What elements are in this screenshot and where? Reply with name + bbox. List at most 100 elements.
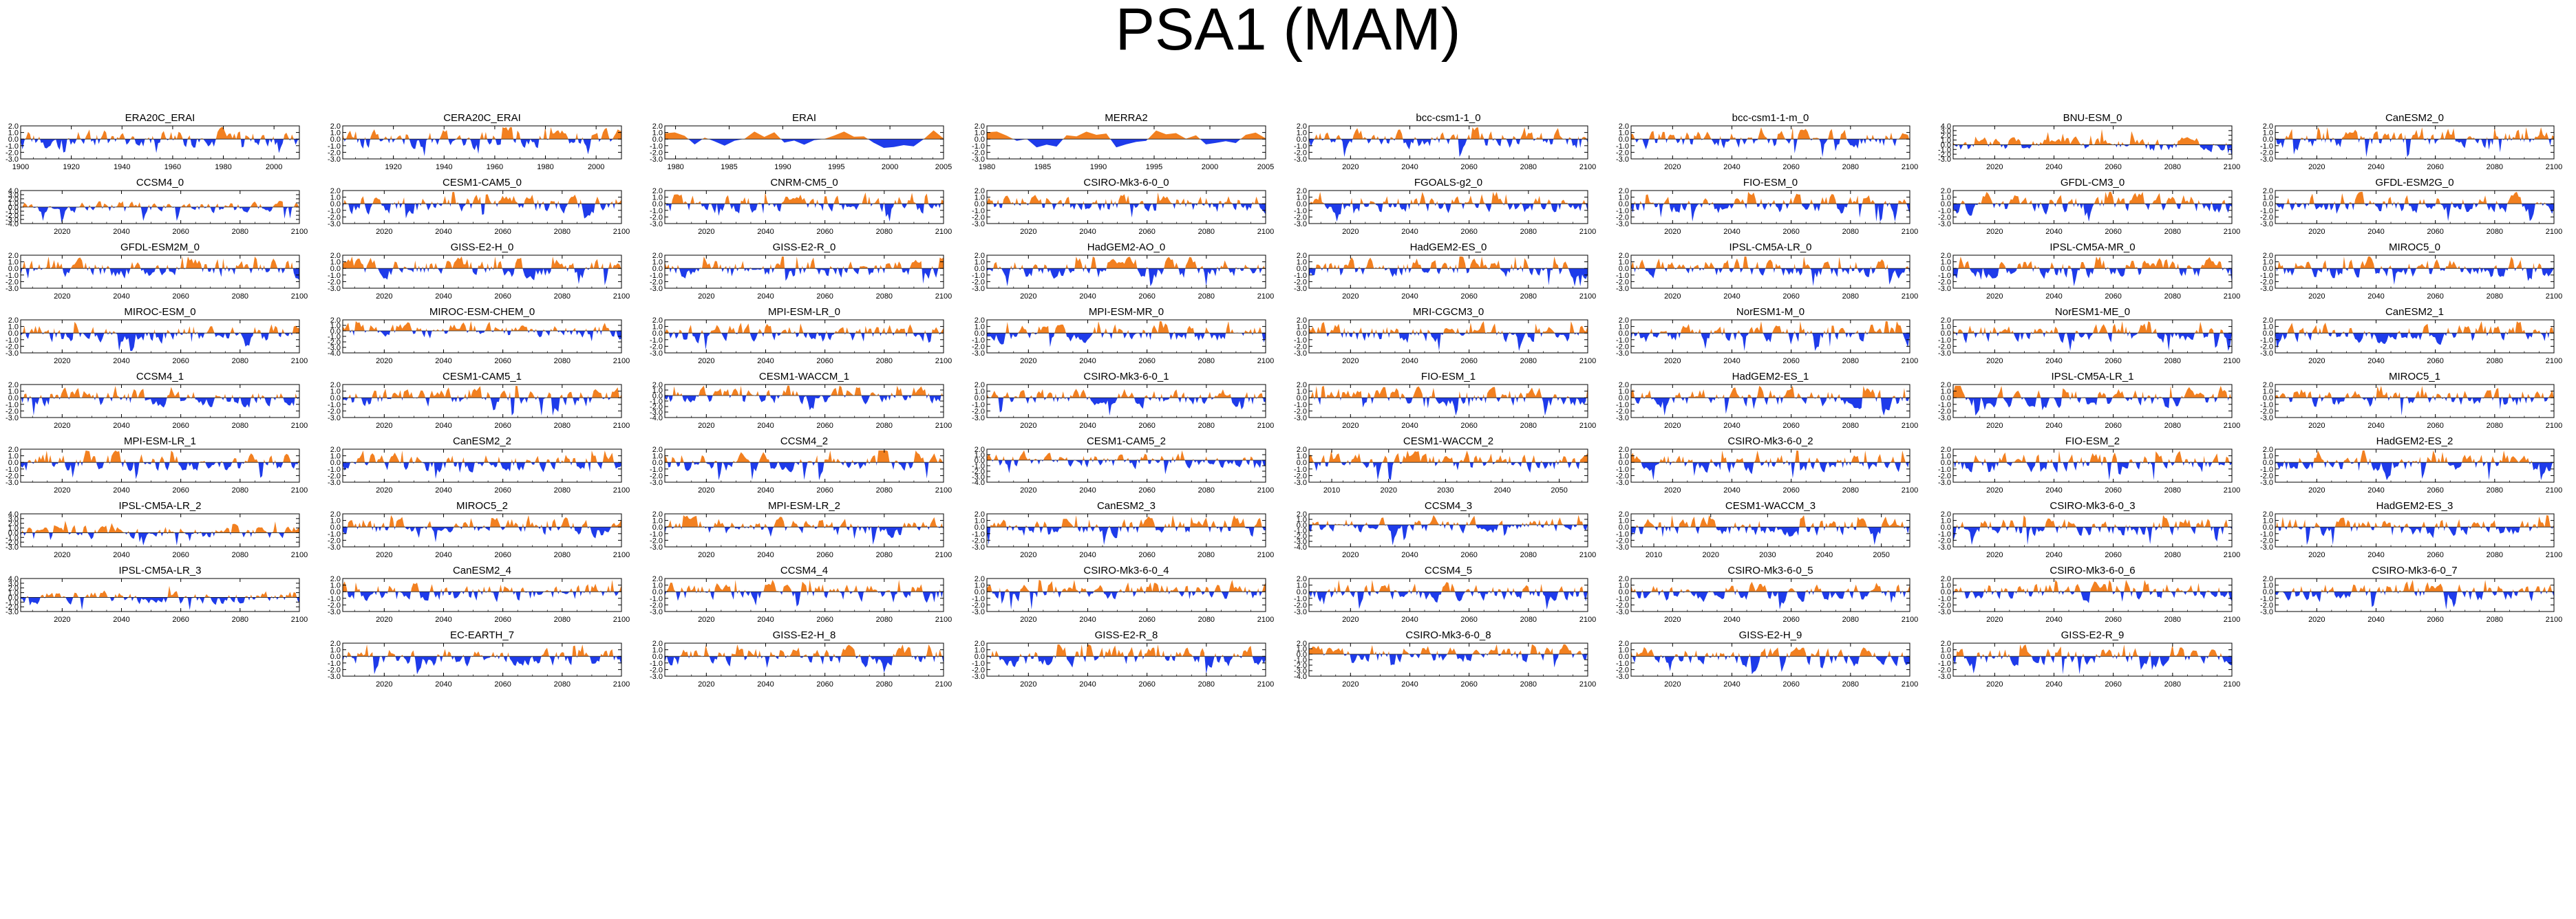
- y-tick-label: -3.0: [972, 473, 985, 482]
- y-tick-label: 0.0: [1619, 588, 1629, 596]
- y-tick-label: -1.0: [972, 401, 985, 409]
- x-tick-label: 2020: [376, 422, 392, 430]
- positive-anomaly-area: [2275, 385, 2554, 398]
- x-tick-label: 2060: [1138, 292, 1155, 301]
- y-tick-label: 2.0: [1297, 316, 1307, 325]
- y-tick-label: 1.0: [1297, 259, 1307, 267]
- positive-anomaly-area: [21, 585, 299, 598]
- y-tick-label: -1.0: [2260, 142, 2273, 151]
- negative-anomaly-area: [1631, 527, 1910, 545]
- x-tick-label: 2060: [1782, 616, 1799, 624]
- y-tick-label: 1.0: [2263, 323, 2273, 332]
- positive-anomaly-area: [21, 521, 299, 533]
- x-tick-label: 2040: [1079, 228, 1096, 236]
- y-tick-label: 2.0: [1297, 510, 1307, 519]
- panel-CanESM2_1: CanESM2_1 2.01.00.0-1.0-2.0-3.0 2020 2040 20…: [2260, 306, 2562, 365]
- x-tick-label: 2020: [54, 422, 70, 430]
- positive-anomaly-area: [987, 256, 1266, 269]
- x-tick-label: 2040: [1723, 357, 1740, 365]
- x-tick-label: 1960: [487, 163, 503, 171]
- x-tick-label: 2020: [54, 486, 70, 495]
- y-tick-label: -3.0: [1616, 608, 1629, 616]
- panel-CSIRO-Mk3-6-0_0: CSIRO-Mk3-6-0_0 2.01.00.0-1.0-2.0-3.0 2020…: [972, 177, 1274, 236]
- y-tick-label: 2.0: [1619, 640, 1629, 648]
- panel-GISS-E2-R_8: GISS-E2-R_8 2.01.00.0-1.0-2.0-3.0 2020 2040…: [972, 629, 1274, 689]
- y-tick-label: 2.0: [1941, 575, 1951, 583]
- x-tick-label: 1980: [979, 163, 995, 171]
- panel-title: CESM1-CAM5_0: [443, 177, 522, 188]
- y-tick-label: 0.0: [652, 136, 663, 144]
- x-tick-label: 2030: [1437, 486, 1454, 495]
- panel-title: bcc-csm1-1_0: [1416, 112, 1480, 124]
- x-tick-label: 2020: [54, 551, 70, 559]
- plot-frame: [20, 319, 300, 354]
- positive-anomaly-area: [1631, 256, 1910, 269]
- x-tick-label: 2080: [1842, 486, 1859, 495]
- positive-anomaly-area: [1953, 579, 2232, 592]
- x-tick-label: 2040: [757, 680, 774, 689]
- y-tick-label: 4.0: [1941, 122, 1951, 131]
- negative-anomaly-area: [2275, 527, 2553, 545]
- x-tick-label: 2040: [1723, 680, 1740, 689]
- panel-FGOALS-g2_0: FGOALS-g2_0 2.01.00.0-1.0-2.0-3.0 2020 2040…: [1294, 177, 1596, 236]
- positive-anomaly-area: [1309, 515, 1588, 525]
- y-tick-label: -3.0: [2260, 349, 2273, 358]
- x-tick-label: 2060: [494, 486, 511, 495]
- y-tick-label: -1.0: [972, 142, 985, 151]
- y-tick-label: -3.0: [1294, 667, 1307, 675]
- negative-anomaly-area: [987, 139, 1266, 148]
- y-tick-label: -1.0: [1294, 336, 1307, 345]
- x-tick-label: 2100: [291, 292, 308, 301]
- y-tick-label: 1.0: [652, 517, 663, 526]
- panel-title: CSIRO-Mk3-6-0_8: [1405, 629, 1491, 641]
- panel-bcc-csm1-1-m_0: bcc-csm1-1-m_0 2.01.00.0-1.0-2.0-3.0 2020 2…: [1616, 112, 1918, 171]
- x-tick-label: 2060: [1460, 228, 1477, 236]
- y-tick-label: 0.0: [652, 588, 663, 596]
- plot-frame: [1952, 578, 2233, 612]
- x-tick-label: 2010: [1323, 486, 1340, 495]
- panel-GISS-E2-R_9: GISS-E2-R_9 2.01.00.0-1.0-2.0-3.0 2020 2040…: [1938, 629, 2240, 689]
- x-tick-label: 2060: [1782, 292, 1799, 301]
- x-tick-label: 2060: [1782, 228, 1799, 236]
- x-tick-label: 2020: [54, 292, 70, 301]
- x-tick-label: 2080: [2487, 551, 2503, 559]
- y-tick-label: -3.0: [2260, 155, 2273, 164]
- x-tick-label: 2080: [1198, 551, 1215, 559]
- x-tick-label: 2020: [1986, 163, 2003, 171]
- x-tick-label: 2020: [376, 357, 392, 365]
- y-tick-label: -3.0: [1938, 673, 1951, 681]
- x-tick-label: 2060: [1782, 357, 1799, 365]
- y-tick-label: 0.0: [1941, 394, 1951, 402]
- panel-CCSM4_4: CCSM4_4 2.01.00.0-1.0-2.0-3.0 2020 2040 2060…: [650, 565, 952, 624]
- panel-CESM1-CAM5_1: CESM1-CAM5_1 2.01.00.0-1.0-2.0-3.0 2020 204…: [328, 371, 630, 430]
- x-tick-label: 2020: [376, 292, 392, 301]
- x-tick-label: 2100: [935, 680, 952, 689]
- positive-anomaly-area: [2275, 127, 2554, 140]
- y-tick-label: -1.0: [1616, 207, 1629, 215]
- y-tick-label: -2.0: [650, 149, 663, 157]
- x-tick-label: 2080: [2487, 163, 2503, 171]
- y-tick-label: -2.0: [328, 537, 341, 545]
- positive-anomaly-area: [2275, 256, 2554, 269]
- x-tick-label: 2100: [935, 551, 952, 559]
- y-tick-label: 3.0: [8, 515, 19, 523]
- y-tick-label: 2.0: [330, 381, 341, 389]
- plot-frame: [1308, 642, 1588, 677]
- x-tick-label: 2040: [1079, 680, 1096, 689]
- y-tick-label: 1.0: [330, 647, 341, 655]
- x-tick-label: 2020: [2308, 551, 2325, 559]
- panel-CCSM4_3: CCSM4_3 2.01.00.0-1.0-2.0-3.0-4.0 2020 2040…: [1294, 500, 1596, 559]
- y-tick-label: 0.0: [8, 204, 19, 212]
- x-tick-label: 2020: [376, 551, 392, 559]
- x-tick-label: 2080: [554, 680, 571, 689]
- x-tick-label: 2080: [1842, 292, 1859, 301]
- panel-title: NorESM1-M_0: [1736, 306, 1805, 318]
- x-tick-label: 2080: [232, 551, 248, 559]
- y-tick-label: -3.0: [1938, 414, 1951, 422]
- y-tick-label: 1.0: [2263, 129, 2273, 138]
- x-tick-label: 2060: [2105, 551, 2121, 559]
- y-tick-label: 2.0: [975, 510, 985, 519]
- panel-title: ERA20C_ERAI: [125, 112, 195, 124]
- negative-anomaly-area: [1309, 204, 1588, 222]
- plot-frame: [2275, 448, 2555, 483]
